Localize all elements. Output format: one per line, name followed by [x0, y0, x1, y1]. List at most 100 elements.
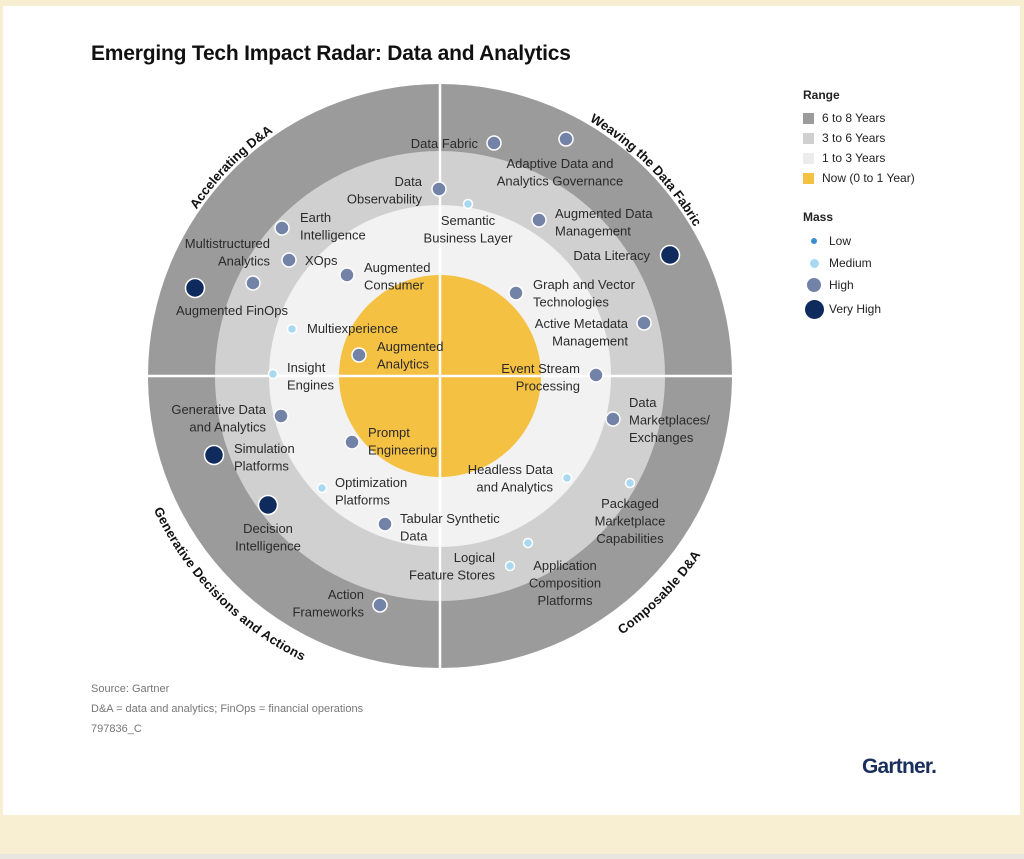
technology-label: Generative Data and Analytics [171, 402, 266, 435]
technology-item[interactable]: Tabular Synthetic Data [377, 511, 500, 544]
technology-item[interactable]: Generative Data and Analytics [171, 402, 289, 435]
technology-label: Simulation Platforms [234, 441, 295, 474]
page-title: Emerging Tech Impact Radar: Data and Ana… [91, 42, 571, 65]
mass-medium-dot[interactable] [624, 477, 636, 489]
technology-item[interactable]: Adaptive Data and Analytics Governance [497, 131, 623, 189]
mass-medium-dot[interactable] [286, 323, 298, 335]
bottom-divider [0, 854, 1024, 859]
technology-item[interactable]: Logical Feature Stores [409, 550, 516, 583]
technology-label: Packaged Marketplace Capabilities [595, 496, 666, 546]
mass-medium-dot[interactable] [522, 537, 534, 549]
mass-medium-dot[interactable] [462, 198, 474, 210]
mass-high-dot[interactable] [431, 181, 447, 197]
legend-mass-medium: Medium [803, 252, 915, 274]
technology-item[interactable]: Augmented Consumer [339, 260, 431, 293]
technology-item[interactable]: Augmented FinOps [176, 277, 289, 319]
gartner-logo: Gartner. [862, 755, 937, 778]
legend-label: 3 to 6 Years [822, 131, 886, 145]
technology-item[interactable]: Earth Intelligence [274, 210, 366, 243]
mass-high-dot[interactable] [486, 135, 502, 151]
mass-high-dot[interactable] [588, 367, 604, 383]
technology-label: Earth Intelligence [300, 210, 366, 243]
legend-label: 6 to 8 Years [822, 111, 886, 125]
mass-high-dot[interactable] [636, 315, 652, 331]
technology-item[interactable]: Augmented Analytics [351, 339, 444, 372]
legend-mass-very-high: Very High [803, 296, 915, 322]
mass-high-dot[interactable] [339, 267, 355, 283]
technology-label: Prompt Engineering [368, 425, 437, 458]
technology-item[interactable]: Decision Intelligence [235, 494, 301, 554]
mass-very-high-dot[interactable] [203, 444, 225, 466]
mass-medium-dot[interactable] [267, 368, 279, 380]
range-swatch [803, 152, 814, 164]
technology-item[interactable]: Active Metadata Management [535, 315, 652, 349]
mass-high-dot[interactable] [344, 434, 360, 450]
technology-item[interactable]: Augmented Data Management [531, 206, 653, 239]
mass-dot-icon [804, 299, 824, 319]
technology-item[interactable]: Graph and Vector Technologies [508, 277, 636, 310]
technology-label: Insight Engines [287, 360, 334, 393]
technology-label: Data Literacy [573, 248, 650, 263]
legend-label: 1 to 3 Years [822, 151, 886, 165]
legend-range-1-3: 1 to 3 Years [803, 148, 915, 168]
legend-range-title: Range [803, 88, 840, 102]
technology-label: Data Fabric [411, 136, 479, 151]
technology-item[interactable]: Packaged Marketplace Capabilities [595, 477, 666, 547]
mass-high-dot[interactable] [531, 212, 547, 228]
mass-high-dot[interactable] [508, 285, 524, 301]
technology-item[interactable]: Data Observability [347, 174, 447, 207]
technology-item[interactable]: Action Frameworks [292, 587, 388, 620]
legend-range-6-8: 6 to 8 Years [803, 108, 915, 128]
technology-item[interactable]: Multistructured Analytics [185, 236, 271, 291]
technology-item[interactable]: Insight Engines [267, 360, 335, 393]
mass-very-high-dot[interactable] [257, 494, 279, 516]
technology-item[interactable]: Data Fabric [411, 135, 502, 151]
technology-item[interactable]: Event Stream Processing [501, 361, 604, 394]
technology-label: XOps [305, 253, 338, 268]
range-swatch [803, 112, 814, 124]
mass-very-high-dot[interactable] [184, 277, 206, 299]
technology-item[interactable]: Headless Data and Analytics [468, 462, 573, 495]
technology-label: Event Stream Processing [501, 361, 580, 394]
technology-label: Augmented Analytics [377, 339, 444, 372]
mass-high-dot[interactable] [372, 597, 388, 613]
mass-dot-icon [809, 258, 819, 268]
mass-high-dot[interactable] [558, 131, 574, 147]
technology-item[interactable]: Simulation Platforms [203, 441, 295, 474]
technology-item[interactable]: XOps [281, 252, 338, 268]
mass-medium-dot[interactable] [561, 472, 573, 484]
technology-label: Action Frameworks [292, 587, 364, 620]
technology-item[interactable]: Semantic Business Layer [424, 198, 514, 246]
technology-label: Semantic Business Layer [424, 213, 514, 246]
legend-label: Medium [829, 256, 872, 270]
legend-label: Very High [829, 302, 882, 316]
range-swatch [803, 132, 814, 144]
technology-label: Augmented FinOps [176, 303, 289, 318]
technology-label: Optimization Platforms [335, 475, 407, 508]
legend-label: High [829, 278, 854, 292]
technology-label: Graph and Vector Technologies [533, 277, 636, 310]
technology-item[interactable]: Application Composition Platforms [522, 537, 602, 609]
technology-label: Application Composition Platforms [529, 558, 601, 608]
technology-item[interactable]: Optimization Platforms [316, 475, 408, 508]
mass-high-dot[interactable] [245, 275, 261, 291]
mass-high-dot[interactable] [605, 411, 621, 427]
document-id: 797836_C [91, 723, 142, 735]
mass-medium-dot[interactable] [504, 560, 516, 572]
mass-dot-icon [811, 238, 817, 244]
mass-very-high-dot[interactable] [659, 244, 681, 266]
mass-high-dot[interactable] [351, 347, 367, 363]
technology-label: Augmented Consumer [364, 260, 431, 293]
mass-high-dot[interactable] [273, 408, 289, 424]
technology-item[interactable]: Prompt Engineering [344, 425, 437, 458]
technology-label: Multistructured Analytics [185, 236, 271, 269]
technology-item[interactable]: Data Literacy [573, 244, 681, 266]
technology-item[interactable]: Multiexperience [286, 321, 399, 336]
mass-medium-dot[interactable] [316, 482, 328, 494]
mass-high-dot[interactable] [281, 252, 297, 268]
mass-high-dot[interactable] [274, 220, 290, 236]
technology-item[interactable]: Data Marketplaces/Exchanges [605, 395, 710, 445]
mass-high-dot[interactable] [377, 516, 393, 532]
technology-label: Active Metadata Management [535, 316, 629, 349]
